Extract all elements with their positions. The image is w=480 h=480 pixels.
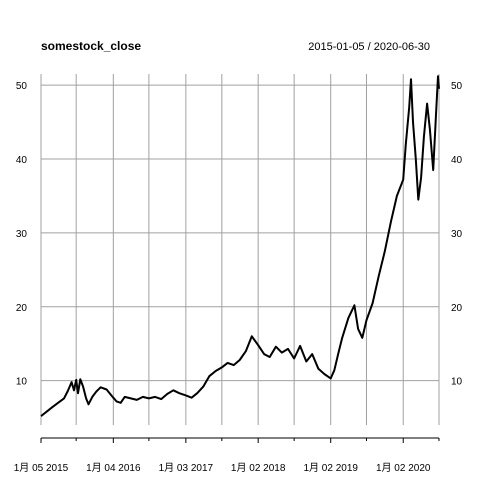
y-tick-label-right: 10 bbox=[451, 377, 463, 388]
y-tick-label-left: 20 bbox=[16, 303, 28, 314]
x-tick-label: 1月 02 2019 bbox=[303, 462, 358, 474]
x-axis: 1月 05 2015 1月 04 2016 1月 03 2017 1月 02 2018… bbox=[14, 437, 440, 474]
y-tick-label-right: 20 bbox=[451, 303, 463, 314]
y-tick-label-right: 40 bbox=[451, 155, 463, 166]
y-tick-label-left: 50 bbox=[16, 81, 28, 92]
x-tick-label: 1月 03 2017 bbox=[159, 462, 214, 474]
x-tick-label: 1月 02 2018 bbox=[231, 462, 286, 474]
x-tick-label: 1月 04 2016 bbox=[86, 462, 141, 474]
x-tick-label: 1月 02 2020 bbox=[376, 462, 431, 474]
chart-title: somestock_close bbox=[41, 39, 141, 53]
series-line bbox=[40, 75, 440, 417]
y-tick-label-right: 50 bbox=[451, 81, 463, 92]
y-tick-label-left: 10 bbox=[16, 377, 28, 388]
y-tick-label-right: 30 bbox=[451, 229, 463, 240]
y-tick-label-left: 40 bbox=[16, 155, 28, 166]
x-tick-label: 1月 05 2015 bbox=[14, 462, 69, 474]
y-tick-label-left: 30 bbox=[16, 229, 28, 240]
gridlines bbox=[40, 74, 440, 425]
y-tick-labels: 10 10 20 20 30 30 40 40 50 50 bbox=[16, 81, 463, 388]
chart-subtitle: 2015-01-05 / 2020-06-30 bbox=[308, 41, 430, 53]
series-layer bbox=[40, 75, 440, 417]
